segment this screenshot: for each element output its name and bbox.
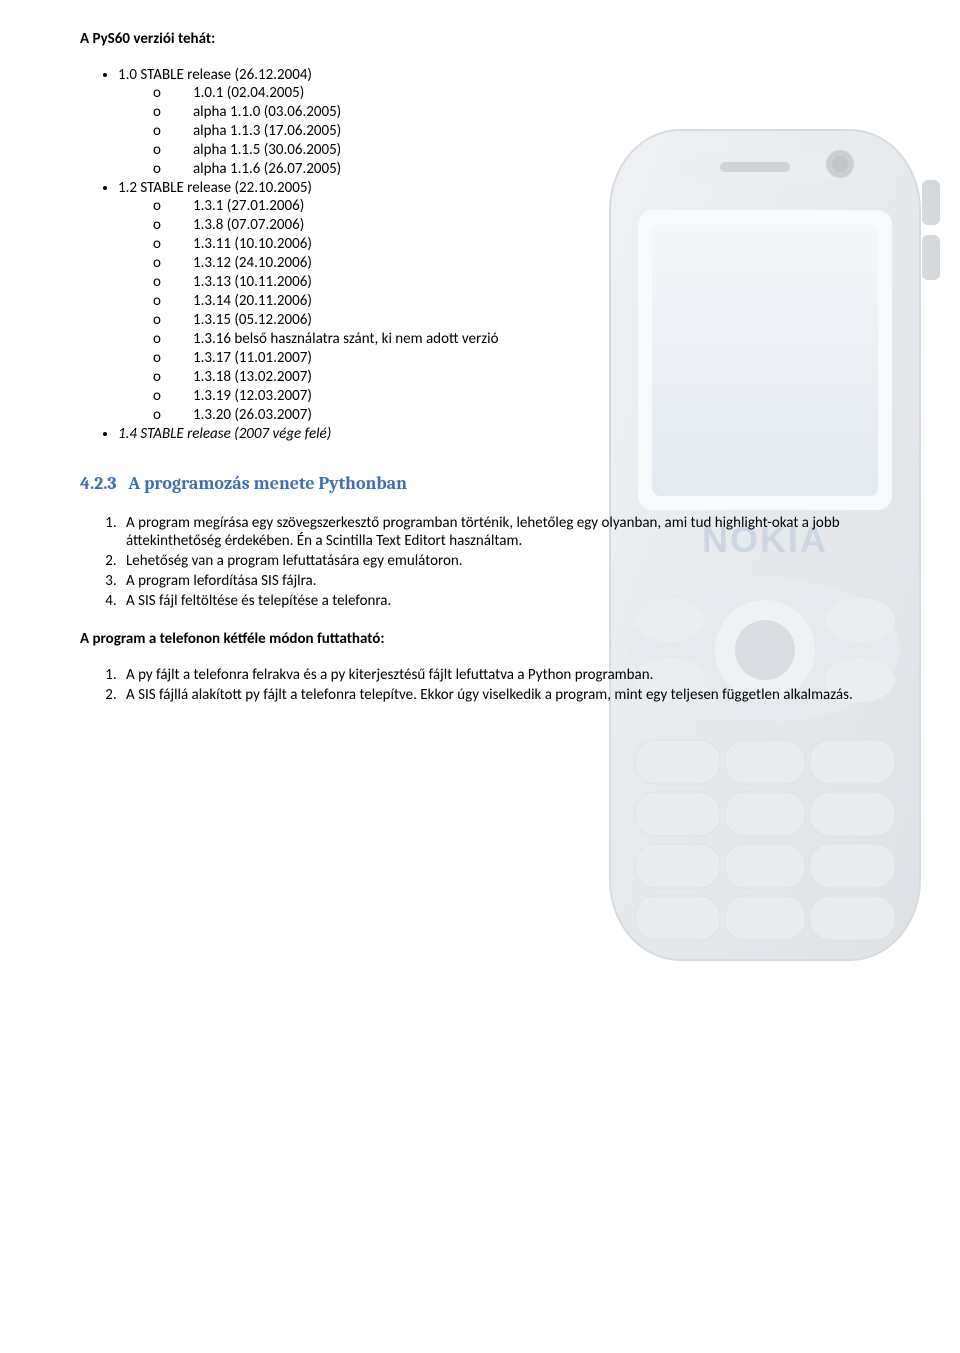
list-item: 1.0 STABLE release (26.12.2004) 1.0.1 (0… (118, 66, 880, 178)
release-label: 1.0 STABLE release (26.12.2004) (118, 66, 312, 84)
list-item: alpha 1.1.5 (30.06.2005) (153, 141, 880, 159)
list-item: 1.4 STABLE release (2007 vége felé) (118, 425, 880, 443)
list-item: alpha 1.1.0 (03.06.2005) (153, 103, 880, 121)
release-label: 1.2 STABLE release (22.10.2005) (118, 179, 312, 197)
list-item: 1.3.19 (12.03.2007) (153, 387, 880, 405)
steps-list-2: A py fájlt a telefonra felrakva és a py … (80, 666, 880, 704)
list-item: 1.3.11 (10.10.2006) (153, 235, 880, 253)
list-item: 1.3.15 (05.12.2006) (153, 311, 880, 329)
page-number: 13 (904, 1314, 918, 1331)
sub-list: 1.0.1 (02.04.2005) alpha 1.1.0 (03.06.20… (118, 84, 880, 178)
list-item: 1.2 STABLE release (22.10.2005) 1.3.1 (2… (118, 179, 880, 424)
list-item: 1.3.8 (07.07.2006) (153, 216, 880, 234)
list-item: alpha 1.1.3 (17.06.2005) (153, 122, 880, 140)
steps-list-1: A program megírása egy szövegszerkesztő … (80, 514, 880, 610)
section-heading: 4.2.3 A programozás menete Pythonban (80, 473, 880, 494)
list-item: Lehetőség van a program lefuttatására eg… (120, 552, 880, 570)
version-list: 1.0 STABLE release (26.12.2004) 1.0.1 (0… (80, 66, 880, 443)
list-item: 1.3.14 (20.11.2006) (153, 292, 880, 310)
list-item: A program megírása egy szövegszerkesztő … (120, 514, 880, 550)
list-item: A SIS fájllá alakított py fájlt a telefo… (120, 686, 880, 704)
list-item: 1.3.1 (27.01.2006) (153, 197, 880, 215)
list-item: 1.3.16 belső használatra szánt, ki nem a… (153, 330, 880, 348)
list-item: A program lefordítása SIS fájlra. (120, 572, 880, 590)
paragraph-bold: A program a telefonon kétféle módon futt… (80, 630, 880, 648)
list-item: A SIS fájl feltöltése és telepítése a te… (120, 592, 880, 610)
list-item: 1.3.12 (24.10.2006) (153, 254, 880, 272)
list-item: 1.3.20 (26.03.2007) (153, 406, 880, 424)
list-item: alpha 1.1.6 (26.07.2005) (153, 160, 880, 178)
list-item: 1.3.18 (13.02.2007) (153, 368, 880, 386)
section-title: A programozás menete Pythonban (128, 473, 407, 494)
list-item: A py fájlt a telefonra felrakva és a py … (120, 666, 880, 684)
list-item: 1.0.1 (02.04.2005) (153, 84, 880, 102)
list-item: 1.3.17 (11.01.2007) (153, 349, 880, 367)
sub-list: 1.3.1 (27.01.2006) 1.3.8 (07.07.2006) 1.… (118, 197, 880, 424)
page-title: A PyS60 verziói tehát: (80, 30, 880, 48)
list-item: 1.3.13 (10.11.2006) (153, 273, 880, 291)
section-number: 4.2.3 (80, 473, 117, 494)
